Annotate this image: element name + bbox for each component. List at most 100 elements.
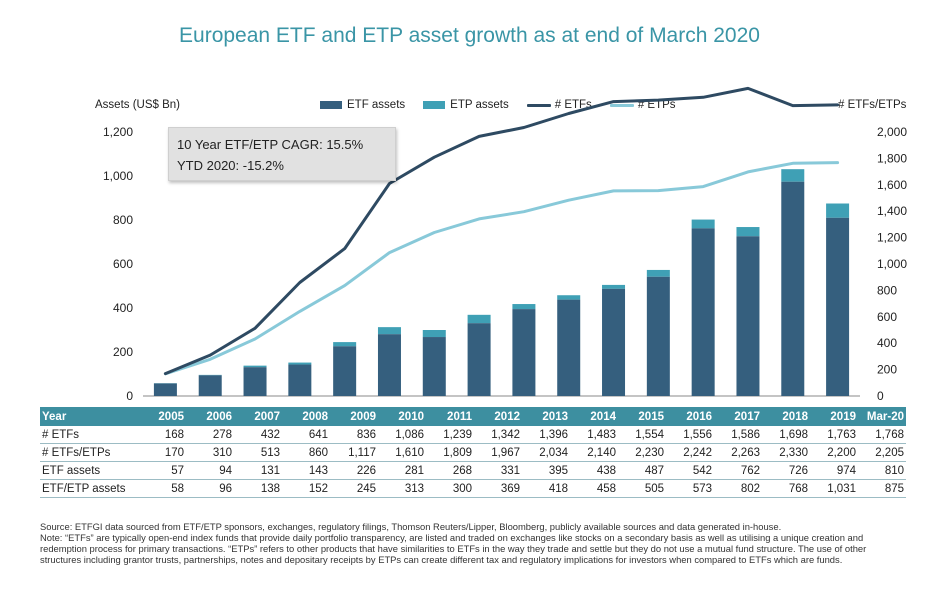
table-header-cell: 2016 — [666, 407, 714, 426]
table-cell: 94 — [186, 461, 234, 480]
table-cell: 974 — [810, 461, 858, 480]
table-header-cell: 2005 — [138, 407, 186, 426]
table-cell: 1,763 — [810, 426, 858, 444]
etf-assets-bar — [646, 276, 670, 396]
table-header-cell: 2011 — [426, 407, 474, 426]
table-cell: 641 — [282, 426, 330, 444]
etf-assets-bar — [333, 346, 357, 396]
table-cell: 1,586 — [714, 426, 762, 444]
table-cell: 1,239 — [426, 426, 474, 444]
left-axis-tick-label: 800 — [113, 213, 133, 227]
table-cell: 1,396 — [522, 426, 570, 444]
legend-item-num-etfs: # ETFs — [526, 99, 592, 111]
table-cell: 1,342 — [474, 426, 522, 444]
right-axis-tick-label: 1,200 — [877, 231, 907, 245]
table-header-cell: 2017 — [714, 407, 762, 426]
table-cell: 438 — [570, 461, 618, 480]
table-header-cell: 2008 — [282, 407, 330, 426]
table-cell: 458 — [570, 479, 618, 498]
left-axis-tick-label: 0 — [126, 389, 133, 403]
table-cell: 300 — [426, 479, 474, 498]
table-cell: 810 — [858, 461, 906, 480]
table-cell: 143 — [282, 461, 330, 480]
table-header-cell: 2019 — [810, 407, 858, 426]
legend-label-etf-assets: ETF assets — [347, 99, 406, 111]
table-row-num-etfs-etps: # ETFs/ETPs 170 310 513 860 1,117 1,610 … — [40, 443, 906, 462]
legend-item-etf-assets: ETF assets — [320, 99, 405, 111]
table-row-etf-assets: ETF assets 57 94 131 143 226 281 268 331… — [40, 461, 906, 480]
etp-assets-bar — [691, 219, 715, 229]
etp-assets-bar — [736, 227, 760, 237]
table-cell: 245 — [330, 479, 378, 498]
table-cell: 513 — [234, 443, 282, 462]
table-row-label: # ETFs — [40, 426, 138, 444]
etp-assets-bar — [646, 269, 670, 277]
right-axis-label: # ETFs/ETPs — [838, 99, 907, 111]
etp-assets-bar — [781, 169, 805, 182]
etp-assets-bar — [512, 304, 536, 310]
etf-assets-bar — [467, 323, 491, 396]
etf-assets-bar — [826, 217, 850, 396]
legend-swatch-num-etps — [609, 103, 634, 107]
table-cell: 152 — [282, 479, 330, 498]
table-cell: 542 — [666, 461, 714, 480]
left-axis-tick-label: 1,000 — [103, 169, 133, 183]
table-header-label: Year — [40, 407, 138, 426]
table-header-cell: 2009 — [330, 407, 378, 426]
etf-assets-bar — [602, 288, 626, 396]
table-cell: 573 — [666, 479, 714, 498]
right-axis-tick-label: 1,600 — [877, 178, 907, 192]
table-cell: 310 — [186, 443, 234, 462]
etf-assets-bar — [288, 364, 312, 396]
table-cell: 487 — [618, 461, 666, 480]
table-cell: 57 — [138, 461, 186, 480]
source-note: Source: ETFGI data sourced from ETF/ETP … — [40, 521, 782, 532]
table-cell: 1,554 — [618, 426, 666, 444]
left-axis-tick-label: 1,200 — [103, 125, 133, 139]
ytd-text: YTD 2020: -15.2% — [177, 158, 284, 173]
table-cell: 1,698 — [762, 426, 810, 444]
left-axis-tick-label: 600 — [113, 257, 133, 271]
left-axis-tick-label: 400 — [113, 301, 133, 315]
table-row-label: # ETFs/ETPs — [40, 443, 138, 462]
etf-assets-bar — [557, 299, 581, 396]
table-header-cell: 2018 — [762, 407, 810, 426]
table-cell: 432 — [234, 426, 282, 444]
table-header-cell: 2007 — [234, 407, 282, 426]
table-cell: 131 — [234, 461, 282, 480]
etf-assets-bar — [781, 181, 805, 396]
chart-title: European ETF and ETP asset growth as at … — [179, 24, 760, 47]
data-table: Year 2005 2006 2007 2008 2009 2010 2011 … — [40, 407, 906, 498]
right-axis-tick-label: 400 — [877, 336, 897, 350]
etp-assets-bar — [422, 330, 446, 338]
table-cell: 1,809 — [426, 443, 474, 462]
legend-swatch-etf-assets — [320, 101, 342, 109]
num-etps-line — [163, 161, 840, 376]
table-cell: 2,140 — [570, 443, 618, 462]
etp-assets-bar — [377, 327, 401, 335]
table-cell: 1,031 — [810, 479, 858, 498]
etf-assets-bar — [422, 337, 446, 396]
table-cell: 418 — [522, 479, 570, 498]
right-axis-tick-label: 1,800 — [877, 151, 907, 165]
etp-assets-bar — [826, 203, 850, 218]
table-cell: 96 — [186, 479, 234, 498]
etf-assets-bar — [243, 367, 267, 396]
cagr-box: 10 Year ETF/ETP CAGR: 15.5% YTD 2020: -1… — [168, 127, 396, 181]
legend-label-num-etps: # ETPs — [637, 99, 676, 111]
table-cell: 369 — [474, 479, 522, 498]
table-cell: 2,230 — [618, 443, 666, 462]
table-cell: 1,117 — [330, 443, 378, 462]
table-header-cell: 2013 — [522, 407, 570, 426]
table-header-cell: 2006 — [186, 407, 234, 426]
table-cell: 2,242 — [666, 443, 714, 462]
table-row-label: ETF assets — [40, 461, 138, 480]
legend-item-etp-assets: ETP assets — [423, 99, 509, 111]
table-cell: 2,205 — [858, 443, 906, 462]
table-row-num-etfs: # ETFs 168 278 432 641 836 1,086 1,239 1… — [40, 426, 906, 444]
etf-assets-bar — [153, 383, 177, 396]
table-cell: 762 — [714, 461, 762, 480]
table-cell: 726 — [762, 461, 810, 480]
legend-swatch-etp-assets — [423, 101, 446, 109]
table-cell: 58 — [138, 479, 186, 498]
